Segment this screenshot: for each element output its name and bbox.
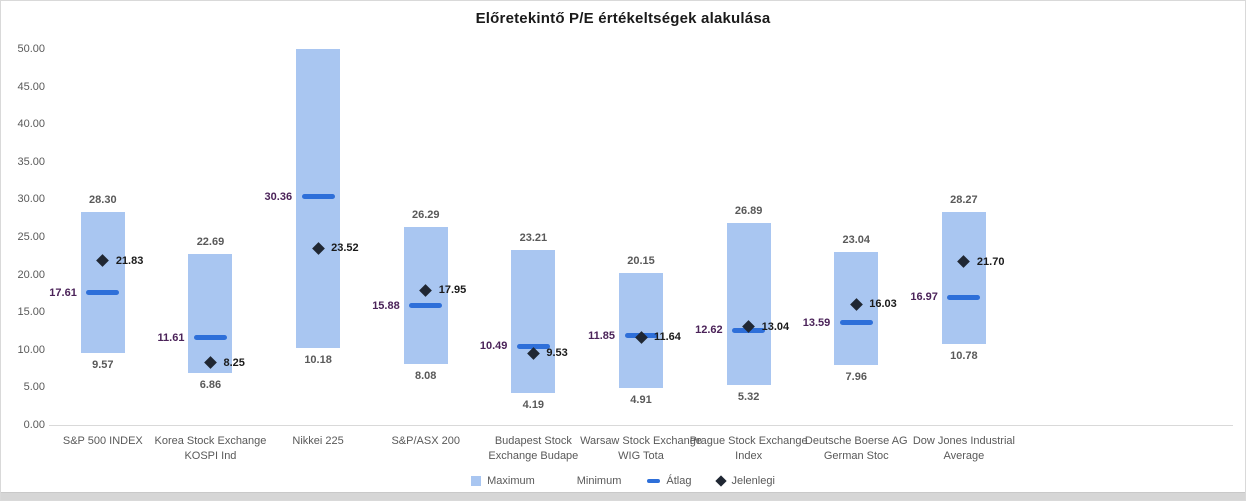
legend-label: Minimum	[576, 475, 622, 487]
max-value-label: 23.04	[842, 233, 871, 246]
average-value-label: 12.62	[695, 324, 723, 337]
max-value-label: 26.89	[734, 204, 763, 217]
y-axis-tick-label: 30.00	[17, 193, 45, 206]
bottom-strip	[1, 492, 1245, 500]
average-value-label: 10.49	[479, 340, 508, 353]
average-value-label: 16.97	[910, 291, 938, 304]
chart-title: Előretekintő P/E értékeltségek alakulása	[475, 10, 771, 27]
min-value-label: 7.96	[845, 371, 867, 384]
average-dash-marker	[86, 290, 120, 296]
legend-item-minimum: Minimum	[561, 475, 622, 487]
average-value-label: 15.88	[372, 299, 400, 312]
legend-diamond-icon	[715, 475, 728, 487]
y-axis-tick-label: 10.00	[17, 343, 45, 356]
category-label: S&P 500 INDEX	[62, 435, 143, 447]
max-value-label: 22.69	[196, 236, 225, 249]
category-label: Warsaw Stock Exchange WIG Tota	[580, 435, 702, 462]
min-value-label: 4.19	[522, 399, 545, 412]
y-axis-tick-label: 45.00	[17, 80, 45, 93]
max-value-label: 28.27	[950, 194, 978, 207]
average-dash-marker	[409, 303, 443, 309]
current-value-label: 21.83	[115, 254, 144, 267]
legend-dash-icon	[647, 479, 661, 483]
legend-label: Jelenlegi	[731, 475, 775, 487]
legend-label: Maximum	[487, 475, 535, 487]
y-axis-tick-label: 20.00	[17, 268, 45, 281]
category-label: Deutsche Boerse AG German Stoc	[804, 435, 908, 462]
range-bar	[941, 212, 986, 344]
y-axis-tick-label: 50.00	[17, 43, 45, 55]
range-bar	[619, 273, 663, 389]
current-value-label: 23.52	[331, 242, 359, 255]
current-value-label: 16.03	[869, 298, 897, 311]
current-value-label: 9.53	[546, 347, 568, 360]
max-value-label: 28.30	[89, 194, 117, 207]
category-label: Budapest Stock Exchange Budape	[488, 435, 579, 462]
average-value-label: 30.36	[264, 190, 293, 203]
y-axis-tick-label: 25.00	[17, 231, 45, 243]
max-value-label: 20.15	[627, 255, 655, 268]
y-axis-tick-label: 5.00	[23, 381, 45, 394]
min-value-label: 5.32	[737, 390, 760, 403]
min-value-label: 4.91	[630, 394, 652, 407]
max-value-label: 23.21	[519, 232, 548, 245]
x-axis-line	[49, 425, 1233, 426]
category-label: Nikkei 225	[292, 435, 344, 447]
legend-item-jelenlegi: Jelenlegi	[715, 475, 775, 487]
range-bar	[188, 254, 233, 374]
current-value-label: 8.25	[223, 356, 245, 369]
average-value-label: 11.61	[157, 331, 185, 344]
y-axis-tick-label: 40.00	[17, 118, 45, 131]
average-value-label: 17.61	[49, 286, 77, 299]
category-label: Dow Jones Industrial Average	[912, 435, 1015, 462]
range-bar	[726, 222, 771, 385]
min-value-label: 10.78	[950, 349, 978, 362]
range-bar	[511, 250, 556, 394]
chart-legend: Maximum Minimum Átlag Jelenlegi	[1, 471, 1245, 491]
category-label: Prague Stock Exchange Index	[689, 435, 808, 462]
average-value-label: 13.59	[802, 316, 831, 329]
category-label: S&P/ASX 200	[391, 435, 460, 447]
average-dash-marker	[301, 194, 335, 200]
y-axis-tick-label: 35.00	[17, 155, 45, 168]
average-dash-marker	[516, 343, 550, 349]
legend-square-icon	[471, 476, 482, 486]
current-value-label: 13.04	[761, 320, 790, 333]
legend-blank-marker	[561, 476, 571, 486]
category-label: Korea Stock Exchange KOSPI Ind	[154, 435, 267, 462]
legend-item-maximum: Maximum	[471, 475, 535, 487]
average-value-label: 11.85	[588, 329, 615, 342]
min-value-label: 6.86	[199, 379, 222, 392]
y-axis-tick-label: 15.00	[17, 306, 45, 319]
max-value-label: 26.29	[411, 209, 440, 222]
y-axis-tick-label: 0.00	[23, 419, 45, 431]
legend-label: Átlag	[666, 475, 692, 487]
min-value-label: 8.08	[415, 370, 437, 383]
min-value-label: 10.18	[304, 354, 332, 367]
average-dash-marker	[839, 320, 873, 326]
legend-item--tlag: Átlag	[647, 475, 691, 487]
min-value-label: 9.57	[92, 359, 114, 372]
average-dash-marker	[947, 294, 981, 300]
current-value-label: 17.95	[438, 284, 467, 297]
current-value-label: 21.70	[976, 255, 1005, 268]
range-bar	[80, 212, 125, 354]
average-dash-marker	[193, 335, 227, 341]
current-value-label: 11.64	[654, 331, 681, 344]
